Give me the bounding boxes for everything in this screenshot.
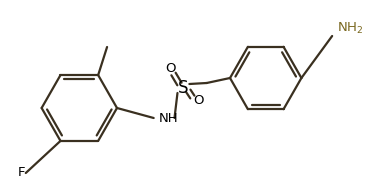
- Text: O: O: [165, 61, 176, 74]
- Text: NH: NH: [159, 112, 178, 125]
- Text: O: O: [193, 94, 204, 106]
- Text: F: F: [18, 167, 26, 180]
- Text: S: S: [178, 79, 189, 97]
- Text: NH$_2$: NH$_2$: [337, 20, 363, 36]
